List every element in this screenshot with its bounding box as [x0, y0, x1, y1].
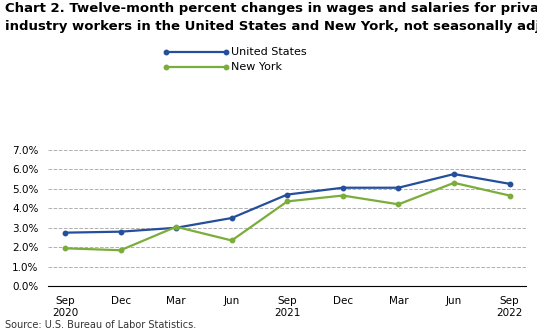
United States: [173, 226, 179, 230]
New York: [173, 225, 179, 229]
United States: [339, 186, 346, 190]
Line: New York: New York: [63, 180, 512, 252]
United States: [118, 230, 124, 234]
New York: [451, 181, 457, 185]
New York: [395, 202, 402, 206]
Text: New York: New York: [231, 62, 282, 72]
Text: Chart 2. Twelve-month percent changes in wages and salaries for private: Chart 2. Twelve-month percent changes in…: [5, 2, 537, 15]
Text: United States: United States: [231, 47, 307, 57]
Line: United States: United States: [63, 172, 512, 235]
Text: Source: U.S. Bureau of Labor Statistics.: Source: U.S. Bureau of Labor Statistics.: [5, 320, 197, 330]
United States: [284, 192, 291, 196]
New York: [229, 238, 235, 242]
United States: [451, 172, 457, 176]
New York: [339, 193, 346, 197]
United States: [62, 231, 68, 235]
United States: [395, 186, 402, 190]
New York: [284, 199, 291, 203]
New York: [118, 248, 124, 252]
Text: industry workers in the United States and New York, not seasonally adjusted: industry workers in the United States an…: [5, 20, 537, 33]
New York: [506, 193, 513, 197]
New York: [62, 246, 68, 250]
United States: [506, 182, 513, 186]
United States: [229, 216, 235, 220]
